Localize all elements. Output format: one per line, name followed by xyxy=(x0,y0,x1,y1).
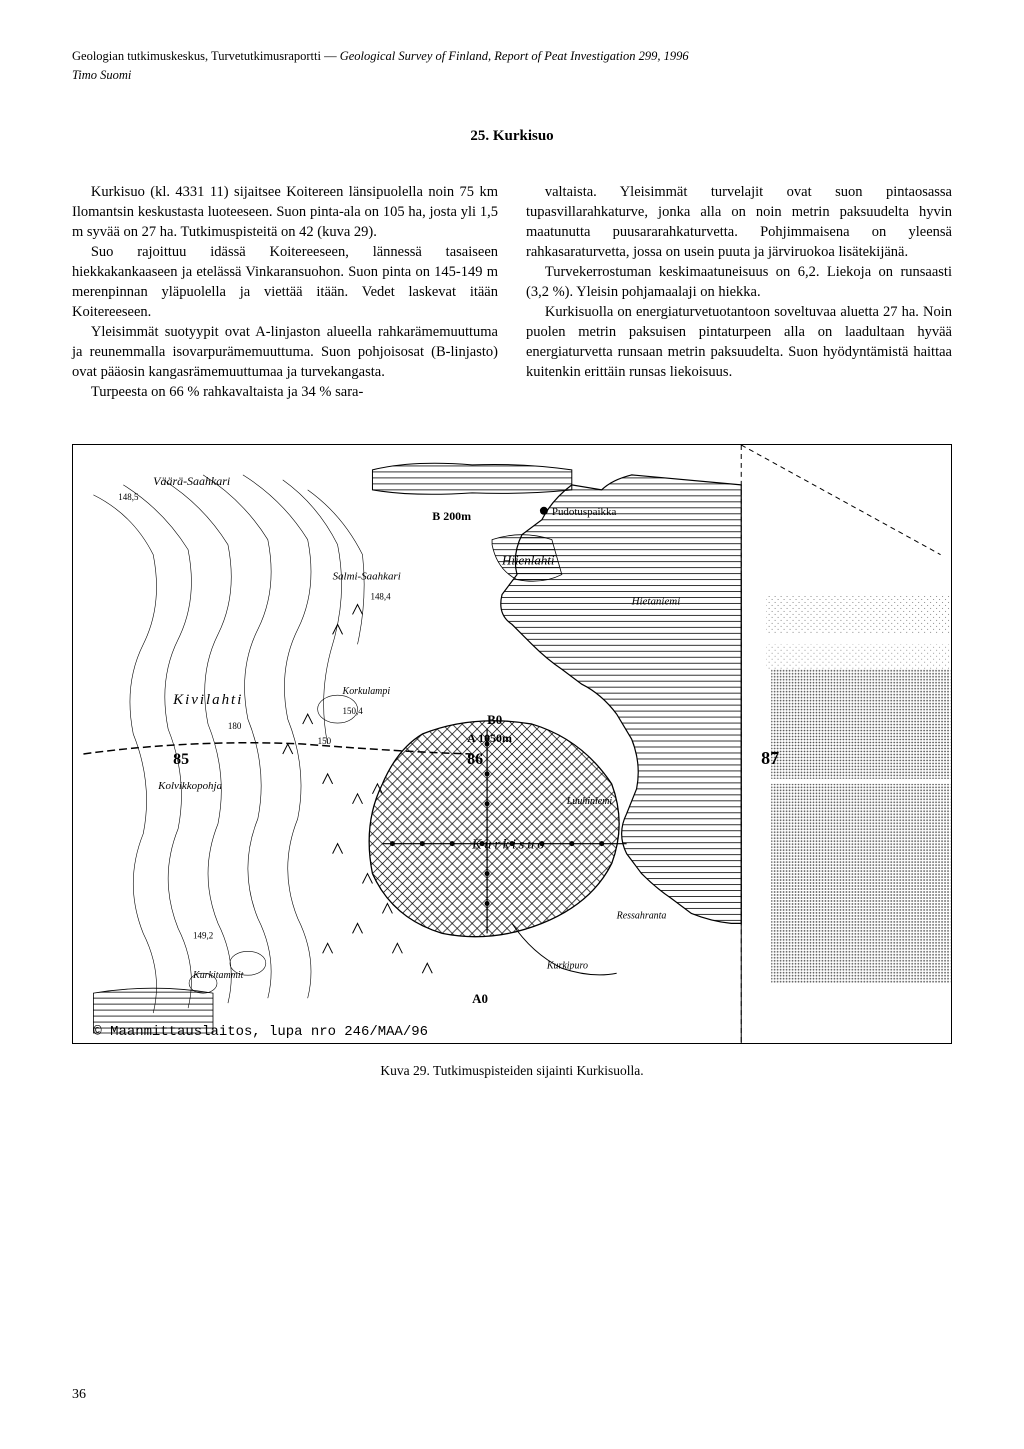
header-italic: Geological Survey of Finland, Report of … xyxy=(340,49,689,63)
label-ressahranta: Ressahranta xyxy=(616,910,667,921)
section-name: Kurkisuo xyxy=(493,128,554,144)
label-elev: 150,4 xyxy=(343,706,364,716)
label-elev: 150 xyxy=(318,736,332,746)
section-number: 25. xyxy=(470,128,489,144)
label-elev: 148,5 xyxy=(118,492,139,502)
adjacent-sheet-block xyxy=(771,784,950,983)
label-a0: A0 xyxy=(472,991,488,1006)
para: Kurkisuo (kl. 4331 11) sijaitsee Koitere… xyxy=(72,182,498,242)
page-number: 36 xyxy=(72,1386,86,1405)
label-hiienlahti: Hiienlahti xyxy=(501,553,555,568)
label-a1050: A 1050m xyxy=(467,731,512,745)
label-salmi-saahkari: Salmi-Saahkari xyxy=(333,571,401,583)
grid-86: 86 xyxy=(467,751,483,768)
label-kurkitammit: Kurkitammit xyxy=(192,970,244,981)
label-kivilahti: Kivilahti xyxy=(172,692,243,708)
para: Suo rajoittuu idässä Koitereeseen, länne… xyxy=(72,242,498,322)
label-kurkisuo: Kurkisuo xyxy=(471,838,547,853)
column-left: Kurkisuo (kl. 4331 11) sijaitsee Koitere… xyxy=(72,182,498,402)
label-b0: B0 xyxy=(487,712,502,727)
column-right: valtaista. Yleisimmät turvelajit ovat su… xyxy=(526,182,952,402)
header-prefix: Geologian tutkimuskeskus, Turvetutkimusr… xyxy=(72,49,340,63)
body-columns: Kurkisuo (kl. 4331 11) sijaitsee Koitere… xyxy=(72,182,952,402)
report-header: Geologian tutkimuskeskus, Turvetutkimusr… xyxy=(72,48,952,65)
map-figure: Väärä-Saahkari 148,5 Salmi-Saahkari Pudo… xyxy=(72,444,952,1044)
para: valtaista. Yleisimmät turvelajit ovat su… xyxy=(526,182,952,262)
label-vaara-saahkari: Väärä-Saahkari xyxy=(153,474,230,488)
label-elev: 149,2 xyxy=(193,930,213,940)
label-elev: 148,4 xyxy=(370,591,391,601)
para: Turvekerrostuman keskimaatuneisuus on 6,… xyxy=(526,262,952,302)
author-line: Timo Suomi xyxy=(72,67,952,84)
label-luuhiniemi: Luuhiniemi xyxy=(566,796,613,807)
map-copyright: © Maanmittauslaitos, lupa nro 246/MAA/96 xyxy=(93,1024,428,1040)
adjacent-sheet-block xyxy=(771,669,950,779)
para: Kurkisuolla on energiaturvetuotantoon so… xyxy=(526,302,952,382)
grid-85: 85 xyxy=(173,751,189,768)
label-b200: B 200m xyxy=(432,509,471,523)
label-kolvikkopohja: Kolvikkopohja xyxy=(157,780,222,792)
para: Yleisimmät suotyypit ovat A-linjaston al… xyxy=(72,322,498,382)
label-kurkipuro: Kurkipuro xyxy=(546,960,588,971)
label-korkulampi: Korkulampi xyxy=(342,686,391,697)
label-pudotuspaikka: Pudotuspaikka xyxy=(552,506,617,518)
para: Turpeesta on 66 % rahkavaltaista ja 34 %… xyxy=(72,382,498,402)
grid-87: 87 xyxy=(761,748,779,768)
label-hietaniemi: Hietaniemi xyxy=(631,595,681,607)
figure-caption: Kuva 29. Tutkimuspisteiden sijainti Kurk… xyxy=(72,1062,952,1080)
label-elev: 180 xyxy=(228,721,242,731)
map-svg: Väärä-Saahkari 148,5 Salmi-Saahkari Pudo… xyxy=(73,445,951,1043)
section-title: 25. Kurkisuo xyxy=(72,126,952,146)
